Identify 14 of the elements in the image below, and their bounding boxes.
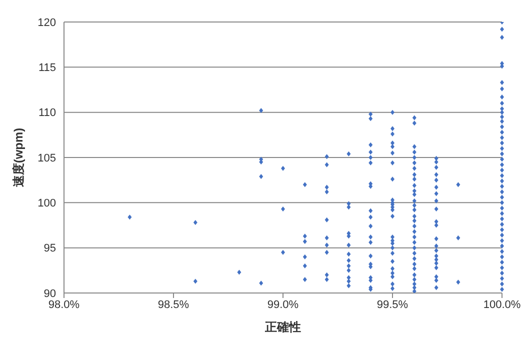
x-tick-label: 100.0% xyxy=(483,298,521,311)
x-tick-label: 98.0% xyxy=(48,298,80,311)
y-tick-label: 110 xyxy=(38,107,56,120)
x-tick-label: 99.5% xyxy=(376,298,408,311)
y-axis-title: 速度(wpm) xyxy=(11,128,26,188)
y-tick-label: 90 xyxy=(44,288,56,300)
y-tick-label: 120 xyxy=(38,16,56,29)
x-tick-label: 98.5% xyxy=(158,298,190,311)
y-tick-label: 105 xyxy=(38,152,56,164)
x-tick-label: 99.0% xyxy=(267,298,299,311)
y-tick-label: 100 xyxy=(38,198,56,210)
x-axis-title: 正確性 xyxy=(264,320,301,334)
y-tick-label: 95 xyxy=(44,242,56,255)
y-tick-label: 115 xyxy=(38,62,56,74)
